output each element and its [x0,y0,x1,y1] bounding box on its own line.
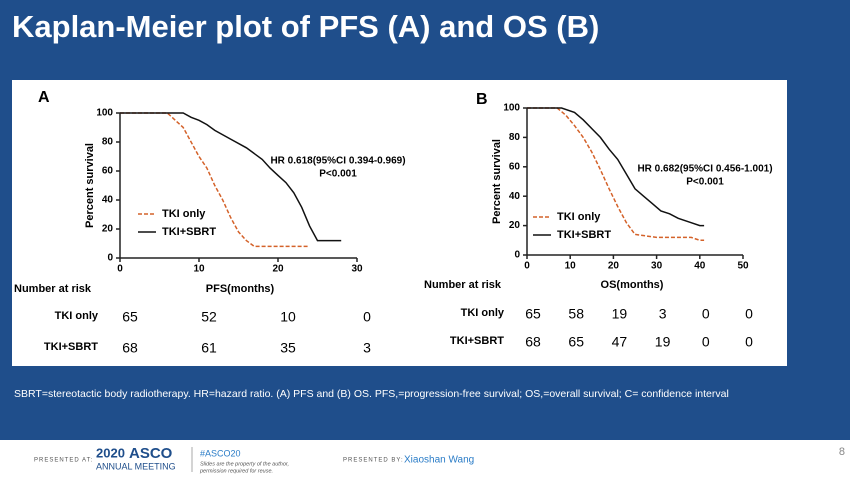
y-tick-label: 20 [102,224,114,235]
page-number: 8 [839,446,845,458]
risk-count: 0 [363,309,371,325]
risk-row-label: TKI only [461,307,505,319]
x-tick-label: 10 [193,264,205,275]
legend-label: TKI only [162,208,206,220]
y-tick-label: 100 [503,103,520,114]
risk-row-label: TKI+SBRT [44,341,98,353]
risk-row-label: TKI only [55,310,99,322]
risk-count: 3 [659,306,667,322]
y-axis-label: Percent survival [491,139,503,224]
figure-panel [12,80,787,366]
annotation: P<0.001 [686,177,724,188]
footer-background [0,440,850,477]
y-tick-label: 80 [102,137,114,148]
risk-count: 65 [568,334,584,350]
meeting-name: ASCO [129,445,173,462]
x-tick-label: 0 [117,264,123,275]
risk-count: 35 [280,340,296,356]
risk-count: 0 [702,334,710,350]
rights-note: Slides are the property of the author, [200,461,289,467]
x-tick-label: 50 [737,261,749,272]
presenter: Xiaoshan Wang [404,455,474,466]
hashtag: #ASCO20 [200,448,241,458]
x-tick-label: 40 [694,261,706,272]
risk-count: 19 [655,334,671,350]
y-tick-label: 60 [102,166,114,177]
risk-count: 65 [122,309,138,325]
risk-table-title: Number at risk [424,279,502,291]
x-tick-label: 30 [351,264,363,275]
survival-curve [120,112,342,242]
risk-count: 47 [612,334,628,350]
legend-label: TKI only [557,211,601,223]
risk-count: 0 [745,334,753,350]
y-tick-label: 0 [514,250,520,261]
risk-count: 3 [363,340,371,356]
risk-count: 65 [525,306,541,322]
annotation: HR 0.618(95%CI 0.394-0.969) [270,156,405,167]
footnote: SBRT=stereotactic body radiotherapy. HR=… [14,388,729,400]
y-tick-label: 80 [509,132,521,143]
y-tick-label: 0 [107,253,113,264]
x-tick-label: 30 [651,261,663,272]
legend-label: TKI+SBRT [557,229,611,241]
y-tick-label: 40 [102,195,114,206]
y-tick-label: 60 [509,161,521,172]
risk-count: 68 [122,340,138,356]
slide-title: Kaplan-Meier plot of PFS (A) and OS (B) [12,9,599,44]
survival-curve [120,112,310,248]
y-tick-label: 40 [509,191,521,202]
panel-label: B [476,91,488,108]
presented-by: PRESENTED BY: [343,458,404,464]
survival-curve [527,107,705,242]
risk-count: 10 [280,309,296,325]
survival-curve [527,107,705,227]
y-tick-label: 100 [96,108,113,119]
risk-row-label: TKI+SBRT [450,335,504,347]
x-tick-label: 20 [608,261,620,272]
annotation: P<0.001 [319,169,357,180]
x-tick-label: 10 [565,261,577,272]
risk-count: 58 [568,306,584,322]
meeting-year: 2020 [96,445,125,460]
x-axis-label: PFS(months) [206,283,275,295]
x-axis-label: OS(months) [601,279,664,291]
risk-count: 0 [702,306,710,322]
annotation: HR 0.682(95%CI 0.456-1.001) [637,164,772,175]
presented-at: PRESENTED AT: [34,458,93,464]
risk-count: 0 [745,306,753,322]
risk-count: 61 [201,340,217,356]
panel-label: A [38,89,50,106]
rights-note: permission required for reuse. [199,468,273,474]
y-tick-label: 20 [509,220,521,231]
risk-count: 19 [612,306,628,322]
risk-count: 68 [525,334,541,350]
x-tick-label: 20 [272,264,284,275]
x-tick-label: 0 [524,261,530,272]
risk-table-title: Number at risk [14,283,92,295]
y-axis-label: Percent survival [84,143,96,228]
legend-label: TKI+SBRT [162,226,216,238]
meeting-subtitle: ANNUAL MEETING [96,461,176,471]
risk-count: 52 [201,309,217,325]
